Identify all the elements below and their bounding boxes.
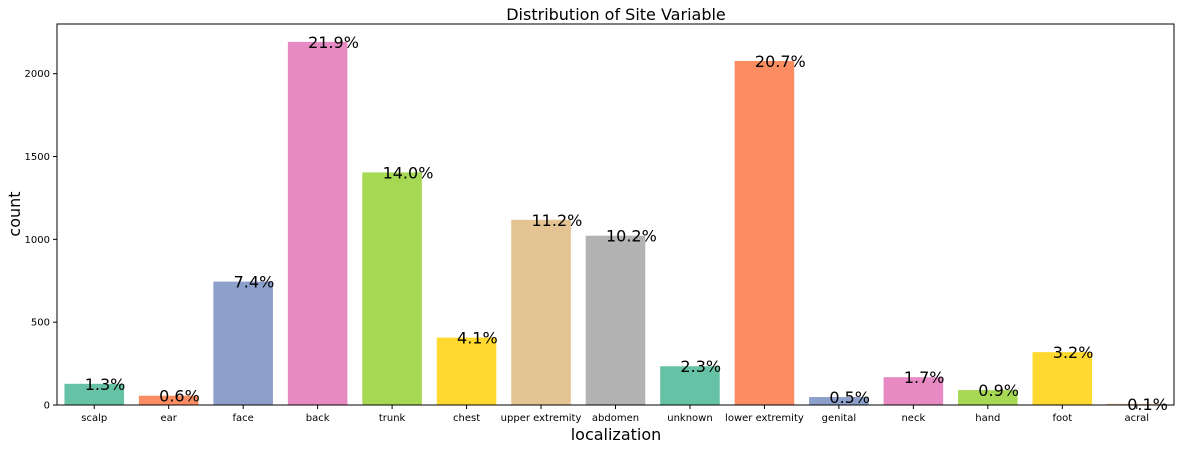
bar-lower-extremity: [734, 60, 795, 406]
x-tick-label: upper extremity: [501, 413, 582, 424]
x-tick-label: hand: [975, 413, 1000, 424]
x-tick-label: scalp: [81, 413, 107, 424]
chart-title: Distribution of Site Variable: [506, 5, 726, 24]
x-tick-label: lower extremity: [725, 413, 804, 424]
x-tick-label: face: [233, 413, 254, 424]
x-ticks-group: scalp ear face back trunk chest upper extremit…: [81, 405, 1149, 424]
plot-frame: [56, 23, 1175, 406]
bar-chest: [436, 337, 497, 405]
x-axis-label: localization: [571, 425, 662, 444]
data-label: 1.3%: [85, 375, 126, 394]
y-ticks-group: 0 500 1000 1500 2000: [25, 69, 57, 412]
data-label: 0.1%: [1127, 395, 1168, 414]
data-label: 2.3%: [680, 357, 721, 376]
bar-unknown: [660, 366, 720, 405]
data-label: 0.6%: [159, 387, 200, 406]
x-tick-label: unknown: [667, 413, 712, 424]
bar-ear: [138, 395, 199, 405]
data-label: 0.5%: [829, 388, 870, 407]
bar-abdomen: [585, 235, 646, 405]
data-label: 1.7%: [904, 368, 945, 387]
x-tick-label: neck: [901, 413, 925, 424]
data-label: 3.2%: [1053, 343, 1094, 362]
y-axis-label: count: [5, 191, 24, 236]
bars-group: [64, 41, 1167, 406]
data-label: 4.1%: [457, 329, 498, 348]
x-tick-label: back: [306, 413, 330, 424]
y-tick-label: 1000: [25, 235, 50, 246]
x-tick-label: acral: [1124, 413, 1149, 424]
bar-back: [287, 41, 348, 405]
x-tick-label: ear: [160, 413, 177, 424]
y-tick-label: 1500: [25, 152, 50, 163]
x-tick-label: trunk: [379, 413, 406, 424]
bar-acral: [1106, 403, 1167, 405]
bar-foot: [1032, 352, 1093, 405]
data-label: 20.7%: [755, 52, 806, 71]
bar-genital: [809, 397, 869, 405]
data-label: 0.9%: [978, 381, 1019, 400]
data-labels-group: 1.3% 0.6% 7.4% 21.9% 14.0% 4.1% 11.2% 10.2% 2.3%…: [85, 33, 1168, 414]
bar-neck: [883, 377, 944, 405]
y-tick-label: 500: [31, 318, 50, 329]
x-tick-label: chest: [453, 413, 480, 424]
bar-scalp: [64, 383, 125, 405]
bar-upper-extremity: [511, 219, 571, 405]
bar-trunk: [362, 172, 422, 405]
y-tick-label: 0: [44, 401, 50, 412]
data-label: 14.0%: [383, 163, 434, 182]
x-tick-label: genital: [822, 413, 856, 424]
data-label: 10.2%: [606, 227, 657, 246]
bar-face: [213, 281, 273, 405]
data-label: 7.4%: [234, 273, 275, 292]
data-label: 21.9%: [308, 33, 359, 52]
x-tick-label: foot: [1052, 413, 1072, 424]
y-tick-label: 2000: [25, 69, 50, 80]
bar-hand: [958, 390, 1018, 405]
data-label: 11.2%: [532, 211, 583, 230]
x-tick-label: abdomen: [592, 413, 639, 424]
